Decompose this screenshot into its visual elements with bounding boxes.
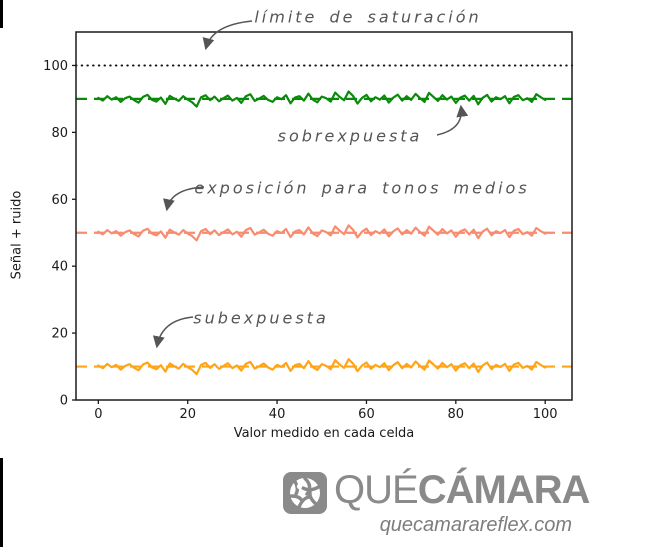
midtones-exposure-label: exposición para tonos medios — [194, 178, 530, 198]
brand-wordmark: QUÉCÁMARA — [334, 466, 591, 514]
chart-svg: 0 20 40 60 80 100 0 20 40 60 80 100 — [43, 20, 573, 422]
annotation-arrows — [152, 20, 469, 349]
svg-text:60: 60 — [51, 193, 68, 208]
logo: QUÉCÁMARA quecamarareflex.com — [283, 466, 590, 536]
svg-text:0: 0 — [60, 394, 68, 409]
svg-text:40: 40 — [269, 407, 286, 422]
svg-text:80: 80 — [51, 126, 68, 141]
plot-lines — [75, 64, 573, 376]
axis-ticks: 0 20 40 60 80 100 0 20 40 60 80 100 — [43, 59, 557, 422]
saturation-limit-label: límite de saturación — [254, 7, 482, 27]
svg-text:80: 80 — [448, 407, 465, 422]
svg-text:0: 0 — [94, 407, 102, 422]
overexposed-annotation-arrow — [436, 104, 469, 136]
camera-aperture-icon — [283, 472, 327, 514]
y-axis-label: Señal + ruido — [9, 190, 25, 280]
svg-text:20: 20 — [51, 327, 68, 342]
svg-text:100: 100 — [43, 59, 68, 74]
svg-text:100: 100 — [533, 407, 558, 422]
midtones-annotation-arrow — [163, 186, 205, 212]
brand-que: QUÉ — [334, 468, 419, 512]
brand-camara: CÁMARA — [417, 468, 591, 512]
x-axis-label: Valor medido en cada celda — [233, 426, 415, 441]
plot-spines — [75, 31, 573, 401]
svg-text:40: 40 — [51, 260, 68, 275]
website-domain: quecamarareflex.com — [379, 514, 572, 536]
window-edge-artifact-top — [0, 0, 3, 28]
saturation-annotation-arrow — [202, 20, 253, 51]
svg-text:60: 60 — [358, 407, 375, 422]
svg-text:20: 20 — [179, 407, 196, 422]
underexposed-annotation-arrow — [152, 316, 194, 349]
underexposed-label: subexpuesta — [193, 308, 329, 328]
overexposed-label: sobrexpuesta — [277, 126, 423, 146]
window-edge-artifact-bottom — [0, 458, 3, 547]
